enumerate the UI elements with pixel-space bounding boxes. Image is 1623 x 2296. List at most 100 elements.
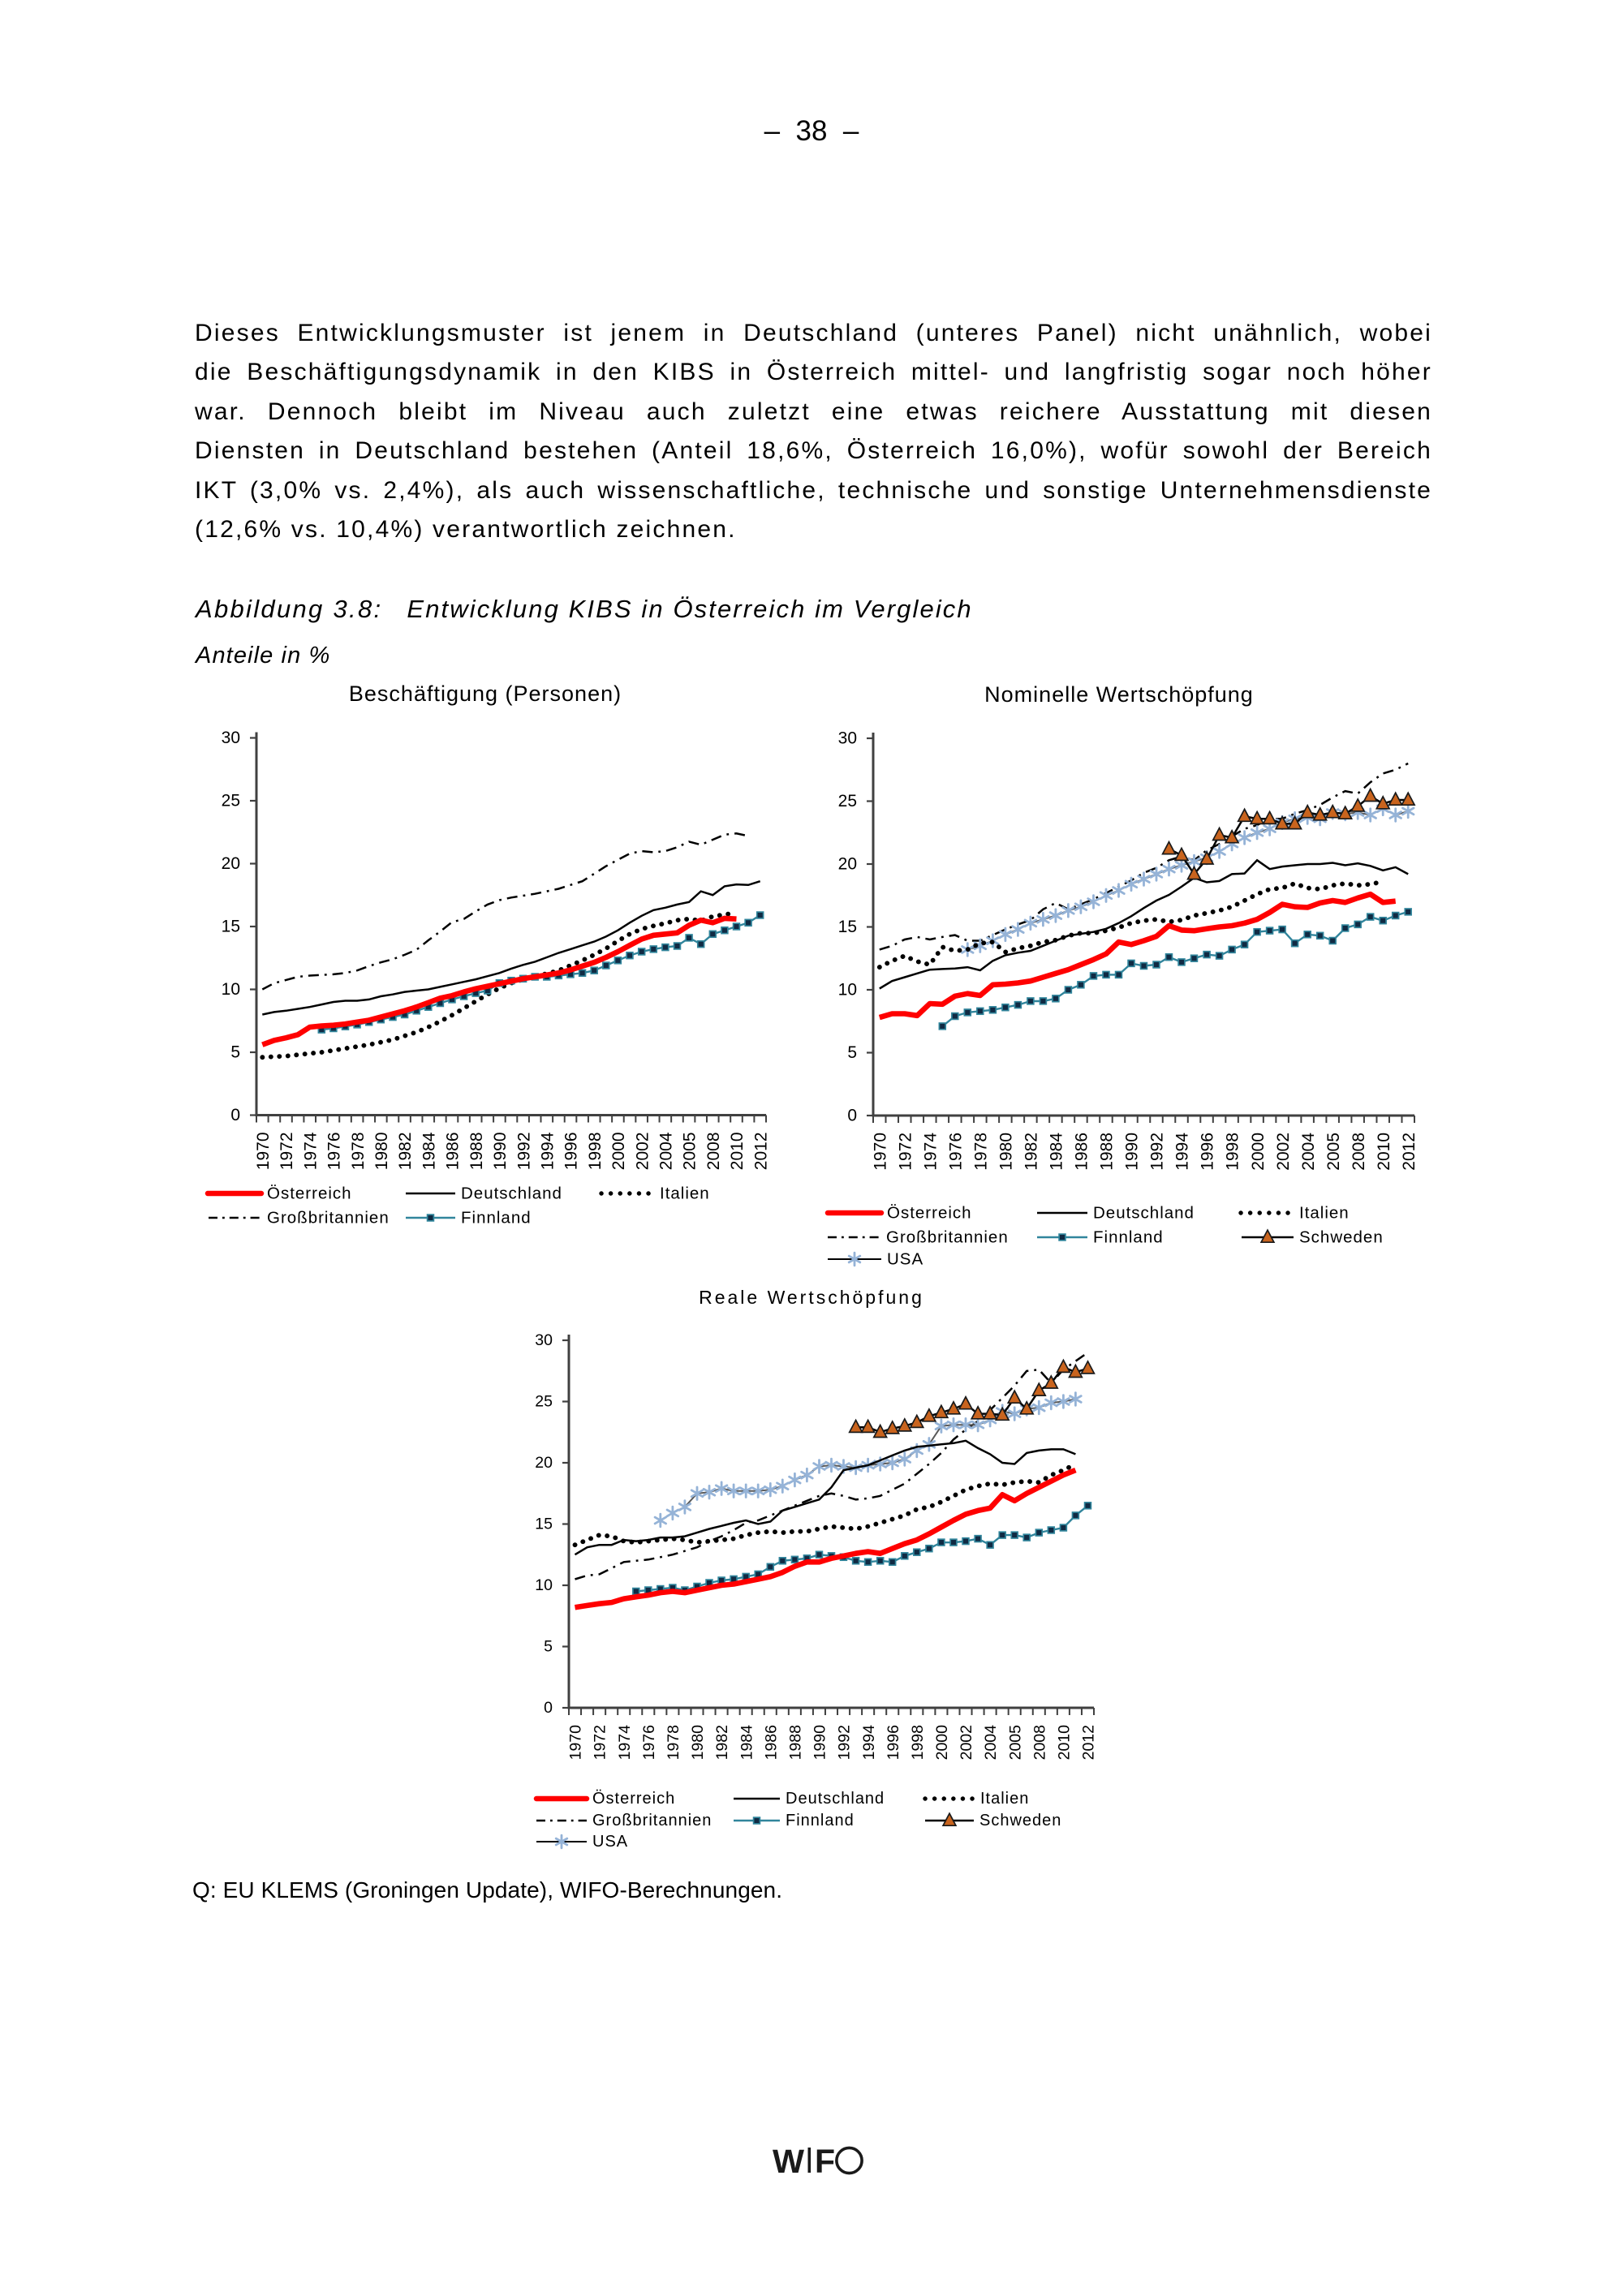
svg-text:1980: 1980 bbox=[372, 1133, 391, 1171]
svg-text:W: W bbox=[773, 2143, 804, 2180]
svg-text:Deutschland: Deutschland bbox=[786, 1790, 885, 1808]
svg-text:2000: 2000 bbox=[933, 1725, 951, 1761]
svg-text:5: 5 bbox=[847, 1043, 857, 1062]
svg-text:1990: 1990 bbox=[812, 1725, 829, 1761]
svg-text:2005: 2005 bbox=[1006, 1725, 1024, 1761]
svg-text:2002: 2002 bbox=[958, 1725, 975, 1760]
svg-text:1988: 1988 bbox=[787, 1725, 805, 1760]
svg-text:Italien: Italien bbox=[980, 1790, 1029, 1808]
svg-text:Österreich: Österreich bbox=[592, 1790, 675, 1808]
svg-text:Beschäftigung (Personen): Beschäftigung (Personen) bbox=[349, 681, 622, 706]
svg-text:2010: 2010 bbox=[1056, 1725, 1074, 1761]
svg-text:Deutschland: Deutschland bbox=[461, 1185, 562, 1203]
svg-text:Großbritannien: Großbritannien bbox=[886, 1228, 1009, 1247]
svg-text:2002: 2002 bbox=[633, 1133, 652, 1171]
svg-text:2010: 2010 bbox=[728, 1133, 747, 1171]
svg-text:15: 15 bbox=[535, 1516, 553, 1533]
svg-text:1970: 1970 bbox=[871, 1133, 889, 1171]
svg-text:1988: 1988 bbox=[467, 1133, 486, 1171]
svg-text:2005: 2005 bbox=[1324, 1133, 1343, 1171]
svg-text:1996: 1996 bbox=[562, 1133, 581, 1171]
svg-text:2008: 2008 bbox=[1031, 1725, 1048, 1760]
svg-text:2000: 2000 bbox=[609, 1133, 628, 1171]
svg-text:25: 25 bbox=[222, 792, 240, 810]
svg-text:2012: 2012 bbox=[1080, 1725, 1098, 1760]
svg-text:0: 0 bbox=[847, 1107, 857, 1125]
svg-text:2008: 2008 bbox=[1350, 1133, 1368, 1171]
svg-text:1984: 1984 bbox=[1048, 1133, 1066, 1171]
svg-text:1984: 1984 bbox=[420, 1132, 438, 1170]
svg-text:1990: 1990 bbox=[1123, 1133, 1142, 1171]
svg-text:1986: 1986 bbox=[1073, 1133, 1091, 1171]
svg-text:Finnland: Finnland bbox=[786, 1812, 855, 1829]
svg-text:USA: USA bbox=[887, 1250, 923, 1269]
svg-text:Italien: Italien bbox=[660, 1185, 710, 1203]
svg-text:Schweden: Schweden bbox=[1299, 1228, 1384, 1247]
svg-text:10: 10 bbox=[838, 981, 857, 1000]
svg-text:Österreich: Österreich bbox=[267, 1185, 352, 1203]
svg-text:1974: 1974 bbox=[301, 1132, 320, 1170]
svg-text:2004: 2004 bbox=[657, 1132, 676, 1170]
svg-text:1992: 1992 bbox=[1148, 1133, 1167, 1171]
svg-text:F: F bbox=[815, 2143, 835, 2180]
svg-text:Italien: Italien bbox=[1299, 1204, 1350, 1223]
svg-text:1978: 1978 bbox=[665, 1725, 682, 1760]
svg-text:Österreich: Österreich bbox=[887, 1204, 972, 1223]
svg-text:1994: 1994 bbox=[1173, 1133, 1192, 1171]
svg-text:10: 10 bbox=[222, 980, 240, 999]
svg-text:2004: 2004 bbox=[1299, 1133, 1318, 1171]
svg-text:1976: 1976 bbox=[640, 1725, 658, 1760]
svg-text:Großbritannien: Großbritannien bbox=[267, 1209, 390, 1228]
svg-text:2004: 2004 bbox=[982, 1725, 1000, 1761]
svg-text:Schweden: Schweden bbox=[979, 1812, 1061, 1829]
svg-text:1982: 1982 bbox=[396, 1133, 415, 1171]
svg-text:1992: 1992 bbox=[514, 1133, 533, 1171]
svg-text:1970: 1970 bbox=[567, 1725, 585, 1761]
svg-text:1980: 1980 bbox=[689, 1725, 707, 1761]
svg-text:30: 30 bbox=[838, 729, 857, 748]
svg-text:2012: 2012 bbox=[751, 1133, 770, 1171]
svg-text:1994: 1994 bbox=[539, 1132, 558, 1170]
svg-text:25: 25 bbox=[838, 792, 857, 810]
svg-text:1978: 1978 bbox=[349, 1133, 368, 1171]
svg-text:Finnland: Finnland bbox=[461, 1209, 532, 1228]
svg-text:1978: 1978 bbox=[972, 1133, 991, 1171]
svg-text:1974: 1974 bbox=[922, 1133, 941, 1171]
svg-text:1982: 1982 bbox=[713, 1725, 731, 1760]
svg-text:20: 20 bbox=[535, 1454, 553, 1472]
svg-text:2000: 2000 bbox=[1249, 1133, 1268, 1171]
svg-text:1972: 1972 bbox=[278, 1133, 296, 1171]
svg-text:1982: 1982 bbox=[1022, 1133, 1041, 1171]
svg-text:1998: 1998 bbox=[1224, 1133, 1242, 1171]
svg-text:1980: 1980 bbox=[997, 1133, 1016, 1171]
svg-text:1972: 1972 bbox=[896, 1133, 915, 1171]
svg-text:Finnland: Finnland bbox=[1093, 1228, 1164, 1247]
svg-text:2008: 2008 bbox=[704, 1133, 723, 1171]
svg-text:30: 30 bbox=[535, 1331, 553, 1349]
svg-text:15: 15 bbox=[838, 918, 857, 936]
svg-text:1972: 1972 bbox=[592, 1725, 609, 1760]
svg-text:1970: 1970 bbox=[254, 1133, 273, 1171]
svg-text:1990: 1990 bbox=[491, 1133, 510, 1171]
svg-text:1998: 1998 bbox=[586, 1133, 605, 1171]
svg-text:20: 20 bbox=[222, 854, 240, 873]
svg-text:1992: 1992 bbox=[836, 1725, 854, 1760]
svg-text:1976: 1976 bbox=[325, 1133, 344, 1171]
svg-text:25: 25 bbox=[535, 1393, 553, 1411]
svg-text:1994: 1994 bbox=[860, 1725, 878, 1761]
svg-text:2005: 2005 bbox=[681, 1133, 700, 1171]
svg-text:5: 5 bbox=[230, 1043, 240, 1062]
svg-text:10: 10 bbox=[535, 1576, 553, 1594]
svg-text:1996: 1996 bbox=[885, 1725, 902, 1760]
svg-text:1984: 1984 bbox=[738, 1725, 756, 1761]
svg-text:1988: 1988 bbox=[1098, 1133, 1117, 1171]
svg-text:1998: 1998 bbox=[909, 1725, 927, 1760]
svg-text:5: 5 bbox=[544, 1638, 553, 1656]
svg-text:1986: 1986 bbox=[444, 1133, 463, 1171]
svg-text:0: 0 bbox=[230, 1106, 240, 1124]
svg-text:1996: 1996 bbox=[1199, 1133, 1217, 1171]
svg-text:Reale Wertschöpfung: Reale Wertschöpfung bbox=[699, 1287, 924, 1308]
svg-text:2012: 2012 bbox=[1400, 1133, 1419, 1171]
svg-text:20: 20 bbox=[838, 855, 857, 874]
svg-text:Nominelle Wertschöpfung: Nominelle Wertschöpfung bbox=[984, 682, 1254, 707]
